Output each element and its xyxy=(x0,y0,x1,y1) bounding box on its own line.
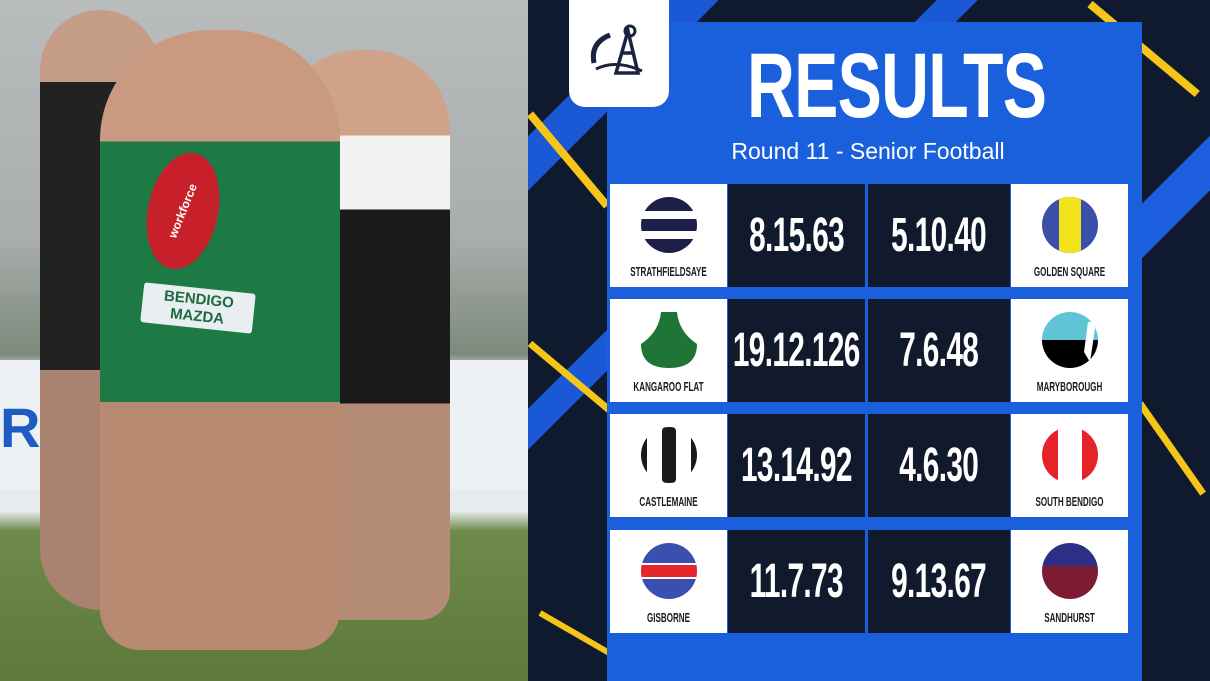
strathfieldsaye-guernsey-icon xyxy=(640,184,697,258)
home-team-name: STRATHFIELDSAYE xyxy=(630,264,707,279)
league-logo-icon xyxy=(590,23,643,75)
maryborough-guernsey-icon xyxy=(1041,299,1098,373)
home-team-card: KANGAROO FLAT xyxy=(610,299,727,402)
home-team-card: CASTLEMAINE xyxy=(610,414,727,517)
away-score: 9.13.67 xyxy=(868,530,1010,633)
away-score: 7.6.48 xyxy=(868,299,1010,402)
home-team-name: KANGAROO FLAT xyxy=(633,379,704,394)
home-team-card: STRATHFIELDSAYE xyxy=(610,184,727,287)
away-score-text: 5.10.40 xyxy=(891,209,988,262)
ball-carrier-player xyxy=(100,30,340,650)
away-team-card: MARYBOROUGH xyxy=(1011,299,1128,402)
home-score: 13.14.92 xyxy=(728,414,865,517)
home-score-text: 8.15.63 xyxy=(749,209,845,262)
league-logo xyxy=(569,0,669,107)
away-team-name: GOLDEN SQUARE xyxy=(1033,264,1106,279)
away-score-text: 4.6.30 xyxy=(899,439,979,492)
away-team-card: SANDHURST xyxy=(1011,530,1128,633)
away-score-text: 9.13.67 xyxy=(891,555,988,608)
match-row: STRATHFIELDSAYE 8.15.63 5.10.40 GOLDEN S… xyxy=(610,184,1129,287)
home-score-text: 13.14.92 xyxy=(741,439,853,492)
away-score: 5.10.40 xyxy=(868,184,1010,287)
kangaroo-flat-guernsey-icon xyxy=(640,299,697,373)
away-team-card: SOUTH BENDIGO xyxy=(1011,414,1128,517)
away-team-name: MARYBOROUGH xyxy=(1036,379,1103,394)
south-bendigo-guernsey-icon xyxy=(1041,414,1098,488)
away-score-text: 7.6.48 xyxy=(899,324,979,377)
home-score: 19.12.126 xyxy=(728,299,865,402)
home-score-text: 19.12.126 xyxy=(733,324,860,377)
home-score: 11.7.73 xyxy=(728,530,865,633)
away-team-name: SANDHURST xyxy=(1044,610,1095,625)
away-team-card: GOLDEN SQUARE xyxy=(1011,184,1128,287)
match-row: KANGAROO FLAT 19.12.126 7.6.48 MARYBOROU… xyxy=(610,299,1129,402)
player-photo: RSI BENDIGO MAZDA workforce xyxy=(0,0,528,681)
castlemaine-guernsey-icon xyxy=(640,414,697,488)
page-title: RESULTS xyxy=(747,35,1047,137)
home-team-card: GISBORNE xyxy=(610,530,727,633)
sandhurst-guernsey-icon xyxy=(1041,530,1098,604)
home-score: 8.15.63 xyxy=(728,184,865,287)
page-subtitle: Round 11 - Senior Football xyxy=(731,138,1005,164)
match-row: CASTLEMAINE 13.14.92 4.6.30 SOUTH BENDIG… xyxy=(610,414,1129,517)
away-score: 4.6.30 xyxy=(868,414,1010,517)
ball-text: workforce xyxy=(165,181,201,241)
match-row: GISBORNE 11.7.73 9.13.67 SANDHURST xyxy=(610,530,1129,633)
gisborne-guernsey-icon xyxy=(640,530,697,604)
home-team-name: CASTLEMAINE xyxy=(639,494,698,509)
golden-square-guernsey-icon xyxy=(1041,184,1098,258)
home-team-name: GISBORNE xyxy=(647,610,690,625)
away-team-name: SOUTH BENDIGO xyxy=(1035,494,1104,509)
home-score-text: 11.7.73 xyxy=(749,555,844,608)
